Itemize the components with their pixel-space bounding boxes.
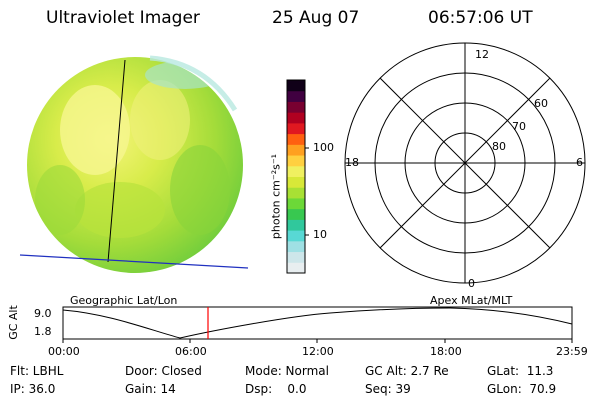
timeline-xtick: 00:00	[48, 345, 80, 358]
mlt-label-18: 18	[345, 156, 359, 169]
colorbar-label-10: 10	[313, 228, 327, 241]
colorbar-segment	[287, 208, 305, 220]
colorbar-segment	[287, 262, 305, 274]
mlt-label-0: 0	[468, 277, 475, 290]
mlat-label-70: 70	[512, 120, 526, 133]
colorbar-segment	[287, 101, 305, 113]
colorbar-segment	[287, 176, 305, 188]
colorbar-segment	[287, 197, 305, 210]
status-ip: IP: 36.0	[10, 382, 56, 396]
colorbar-segment	[287, 144, 305, 156]
timeline-ytick-low: 1.8	[34, 325, 52, 338]
colorbar-segment	[287, 187, 305, 199]
colorbar-segment	[287, 133, 305, 145]
timeline-xtick: 12:00	[302, 345, 334, 358]
observation-time: 06:57:06 UT	[428, 8, 533, 28]
status-glon: GLon: 70.9	[487, 382, 557, 396]
observation-date: 25 Aug 07	[272, 8, 360, 28]
latitude-line	[19, 254, 249, 269]
status-seq: Seq: 39	[365, 382, 411, 396]
colorbar-segment	[287, 219, 305, 231]
status-gain: Gain: 14	[125, 382, 176, 396]
mlat-label-80: 80	[492, 140, 506, 153]
colorbar-segment	[287, 155, 305, 167]
colorbar-unit-label: photon cm⁻²s⁻¹	[269, 153, 283, 240]
uv-earth-image	[27, 55, 243, 273]
status-filter: Flt: LBHL	[10, 364, 64, 378]
timeline-xtick: 23:59	[556, 345, 588, 358]
right-panel-label: Apex MLat/MLT	[430, 294, 513, 307]
color-scale-bar	[287, 80, 305, 274]
colorbar-segment	[287, 90, 305, 102]
mlat-label-60: 60	[534, 97, 548, 110]
status-gc-alt: GC Alt: 2.7 Re	[365, 364, 449, 378]
status-door: Door: Closed	[125, 364, 202, 378]
timeline-ytick-high: 9.0	[34, 307, 52, 320]
timeline-xtick: 06:00	[175, 345, 207, 358]
colorbar-label-100: 100	[313, 141, 334, 154]
colorbar-segment	[287, 165, 305, 177]
instrument-title: Ultraviolet Imager	[46, 8, 200, 28]
color-scale-frame	[286, 79, 306, 274]
timeline-xtick: 18:00	[430, 345, 462, 358]
colorbar-segment	[287, 112, 305, 124]
timeline-ylabel: GC Alt	[6, 305, 20, 340]
mlt-label-6: 6	[576, 156, 583, 169]
status-mode: Mode: Normal	[245, 364, 329, 378]
colorbar-segment	[287, 230, 305, 242]
meridian-line	[107, 59, 126, 263]
status-glat: GLat: 11.3	[487, 364, 554, 378]
polar-mlat-mlt-plot	[344, 42, 586, 284]
altitude-timeline-frame	[62, 306, 573, 340]
colorbar-segment	[287, 122, 305, 135]
mlt-label-12: 12	[475, 48, 489, 61]
colorbar-segment	[287, 240, 305, 253]
left-panel-label: Geographic Lat/Lon	[70, 294, 178, 307]
status-dsp: Dsp: 0.0	[245, 382, 307, 396]
colorbar-segment	[287, 251, 305, 263]
altitude-curve	[62, 307, 573, 339]
colorbar-segment	[287, 80, 305, 92]
